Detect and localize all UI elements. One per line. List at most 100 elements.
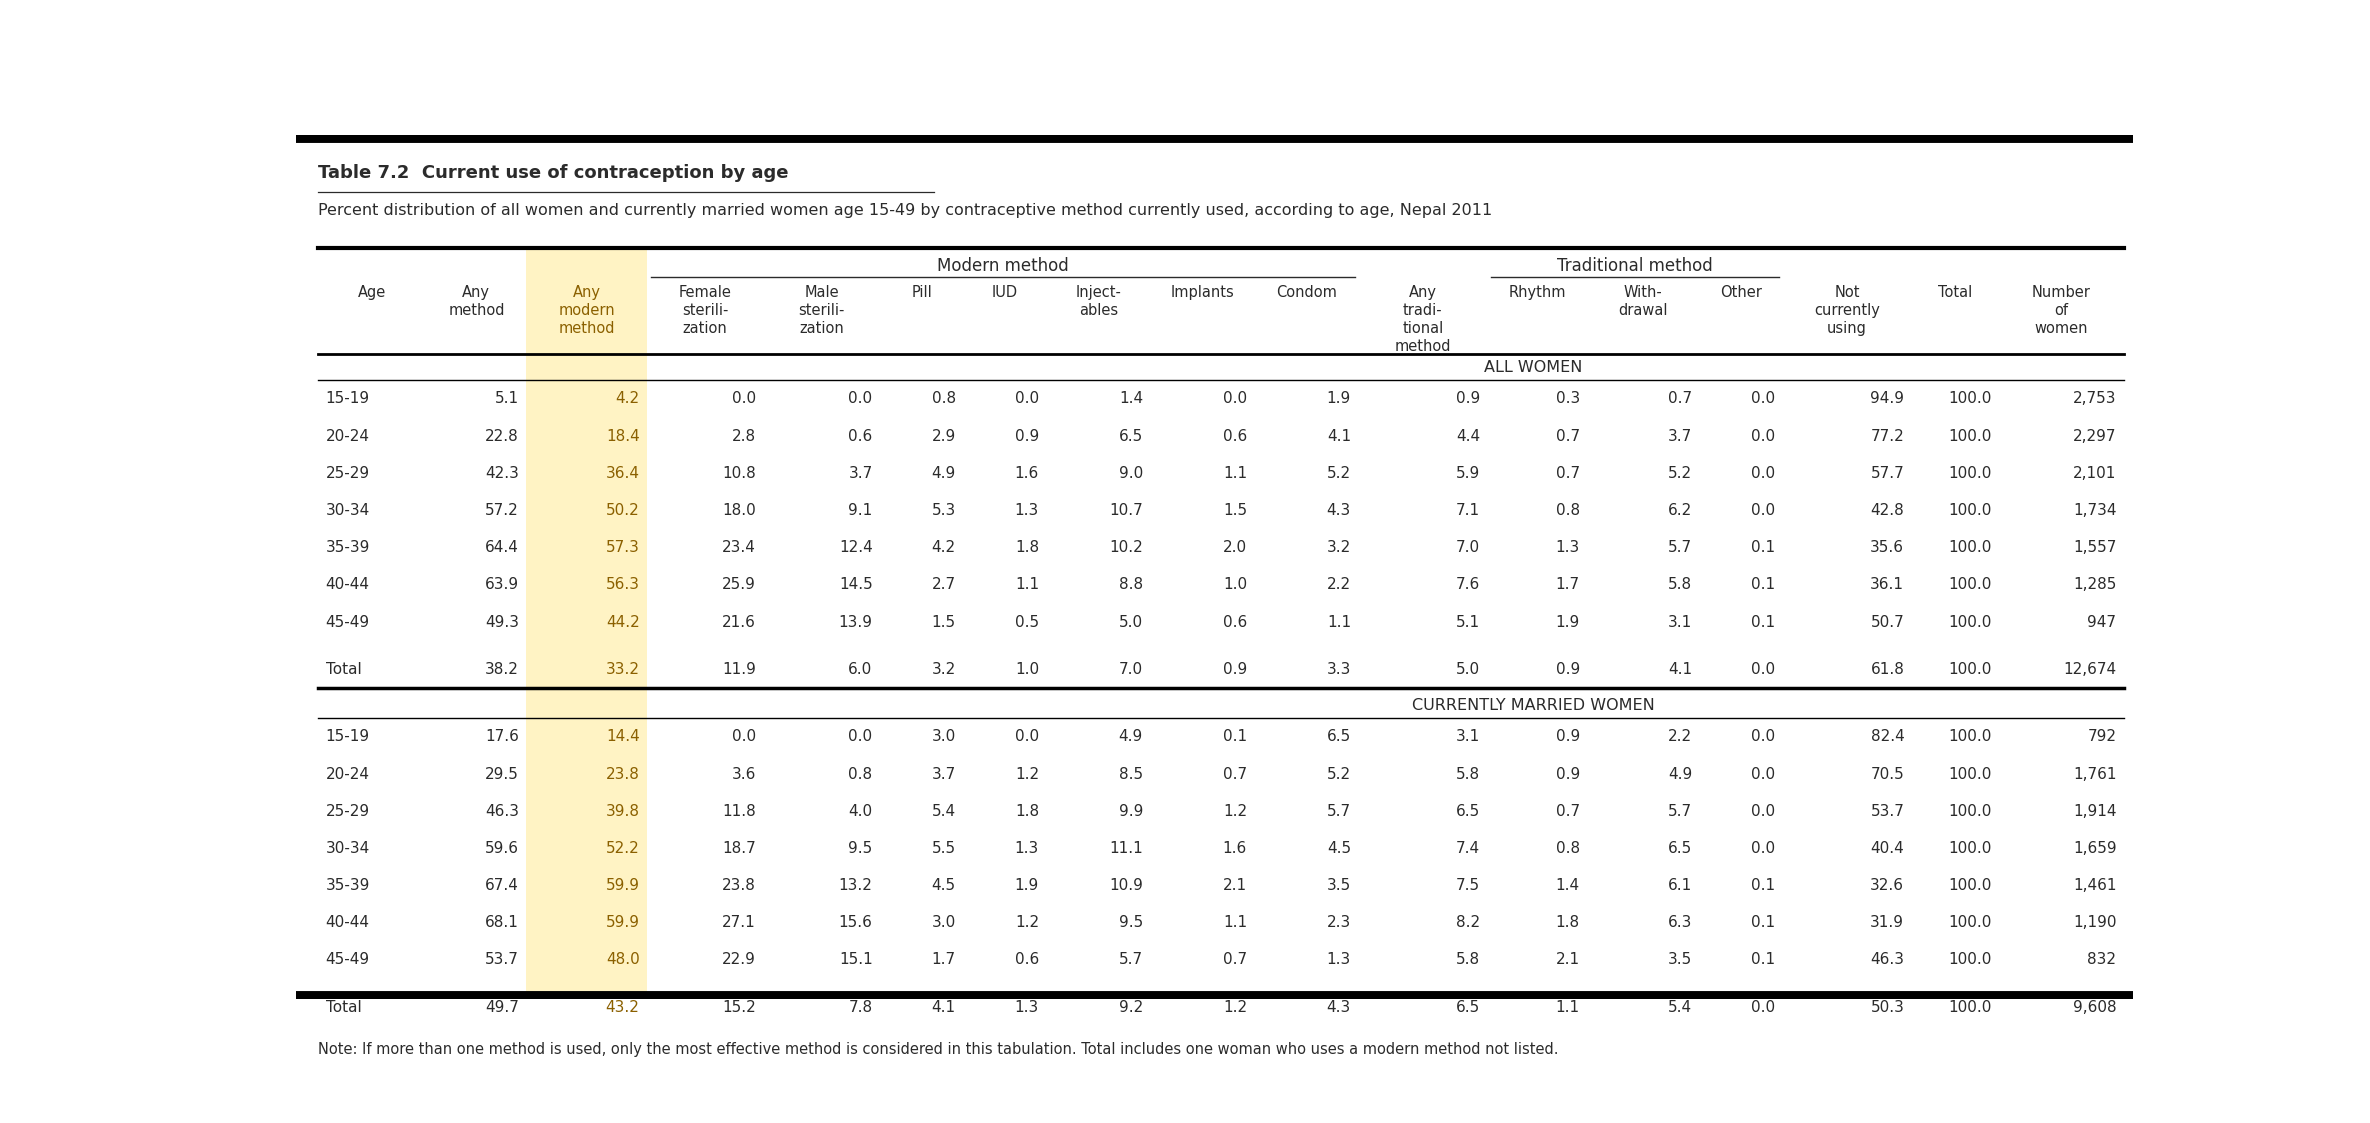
Text: 1.1: 1.1 [1223,466,1247,481]
Text: 6.5: 6.5 [1119,429,1142,444]
Text: 4.2: 4.2 [931,540,955,555]
Text: 0.0: 0.0 [1014,729,1038,745]
Text: 0.1: 0.1 [1751,878,1775,893]
Text: Any
tradi-
tional
method: Any tradi- tional method [1394,285,1450,354]
Text: 8.5: 8.5 [1119,767,1142,782]
Text: 3.5: 3.5 [1327,878,1351,893]
Text: 50.2: 50.2 [607,503,640,518]
Text: 2,297: 2,297 [2074,429,2116,444]
Text: 49.3: 49.3 [486,614,519,630]
Text: 63.9: 63.9 [486,577,519,592]
Text: 4.5: 4.5 [1327,841,1351,856]
Text: 18.7: 18.7 [723,841,756,856]
Text: 20-24: 20-24 [325,429,370,444]
Text: 0.0: 0.0 [1751,663,1775,677]
Text: 0.0: 0.0 [1751,466,1775,481]
Text: 1.3: 1.3 [1555,540,1581,555]
Text: 22.9: 22.9 [723,952,756,967]
Text: 23.8: 23.8 [723,878,756,893]
Text: 1.7: 1.7 [931,952,955,967]
Text: 0.0: 0.0 [1223,392,1247,407]
Text: ALL WOMEN: ALL WOMEN [1484,359,1583,375]
Text: 14.5: 14.5 [839,577,872,592]
Text: 57.3: 57.3 [607,540,640,555]
Text: 1.5: 1.5 [931,614,955,630]
Text: 5.1: 5.1 [1455,614,1479,630]
Text: Male
sterili-
zation: Male sterili- zation [799,285,844,336]
Text: 2.9: 2.9 [931,429,955,444]
Text: 9,608: 9,608 [2074,999,2116,1015]
Text: 5.0: 5.0 [1119,614,1142,630]
Text: 0.0: 0.0 [1014,392,1038,407]
Text: 38.2: 38.2 [486,663,519,677]
Text: Rhythm: Rhythm [1507,285,1567,300]
Text: Implants: Implants [1171,285,1235,300]
Text: 0.1: 0.1 [1751,915,1775,930]
Text: Table 7.2  Current use of contraception by age: Table 7.2 Current use of contraception b… [318,164,789,182]
Text: 3.0: 3.0 [931,915,955,930]
Text: 0.0: 0.0 [1751,392,1775,407]
Text: 0.8: 0.8 [931,392,955,407]
Text: 5.7: 5.7 [1668,804,1692,819]
Text: 49.7: 49.7 [486,999,519,1015]
Text: 1.1: 1.1 [1555,999,1581,1015]
Text: 15-19: 15-19 [325,729,370,745]
Text: 7.0: 7.0 [1455,540,1479,555]
Text: 100.0: 100.0 [1948,540,1991,555]
Text: 35.6: 35.6 [1870,540,1905,555]
Text: 0.6: 0.6 [1014,952,1038,967]
Text: Age: Age [358,285,386,300]
Text: 50.7: 50.7 [1870,614,1905,630]
Text: 100.0: 100.0 [1948,503,1991,518]
Text: 3.2: 3.2 [1327,540,1351,555]
Text: 5.8: 5.8 [1455,767,1479,782]
Text: CURRENTLY MARRIED WOMEN: CURRENTLY MARRIED WOMEN [1413,697,1654,713]
Text: 10.9: 10.9 [1109,878,1142,893]
Text: 25-29: 25-29 [325,466,370,481]
Text: 29.5: 29.5 [486,767,519,782]
Text: 22.8: 22.8 [486,429,519,444]
Text: Female
sterili-
zation: Female sterili- zation [678,285,732,336]
Text: 46.3: 46.3 [486,804,519,819]
Text: 45-49: 45-49 [325,614,370,630]
Text: Total: Total [325,663,360,677]
Text: Traditional method: Traditional method [1557,257,1714,275]
Text: 45-49: 45-49 [325,952,370,967]
Text: 0.9: 0.9 [1223,663,1247,677]
Text: 1.2: 1.2 [1223,804,1247,819]
Text: 832: 832 [2088,952,2116,967]
Text: 11.9: 11.9 [723,663,756,677]
Text: 1.0: 1.0 [1014,663,1038,677]
Text: 9.5: 9.5 [848,841,872,856]
Text: Percent distribution of all women and currently married women age 15-49 by contr: Percent distribution of all women and cu… [318,203,1493,218]
Text: With-
drawal: With- drawal [1619,285,1668,318]
Text: 1.8: 1.8 [1555,915,1581,930]
Text: 36.1: 36.1 [1870,577,1905,592]
Text: 15.2: 15.2 [723,999,756,1015]
Text: 0.0: 0.0 [732,392,756,407]
Text: 7.8: 7.8 [848,999,872,1015]
Text: 0.1: 0.1 [1751,614,1775,630]
Text: 1.1: 1.1 [1014,577,1038,592]
Text: 100.0: 100.0 [1948,804,1991,819]
Text: 25-29: 25-29 [325,804,370,819]
Text: 2.3: 2.3 [1327,915,1351,930]
Text: 100.0: 100.0 [1948,729,1991,745]
Text: 0.3: 0.3 [1555,392,1581,407]
Text: 14.4: 14.4 [607,729,640,745]
Text: 0.1: 0.1 [1751,952,1775,967]
Text: 0.8: 0.8 [848,767,872,782]
Text: 4.3: 4.3 [1327,999,1351,1015]
Text: 0.0: 0.0 [1751,729,1775,745]
Text: 18.4: 18.4 [607,429,640,444]
Text: 70.5: 70.5 [1870,767,1905,782]
Text: 2.7: 2.7 [931,577,955,592]
Text: 61.8: 61.8 [1870,663,1905,677]
Text: 2.1: 2.1 [1555,952,1581,967]
Text: 0.6: 0.6 [1223,429,1247,444]
Text: 0.9: 0.9 [1014,429,1038,444]
Text: 0.0: 0.0 [1751,767,1775,782]
Text: Note: If more than one method is used, only the most effective method is conside: Note: If more than one method is used, o… [318,1042,1559,1057]
Text: 1,190: 1,190 [2074,915,2116,930]
Text: 3.0: 3.0 [931,729,955,745]
